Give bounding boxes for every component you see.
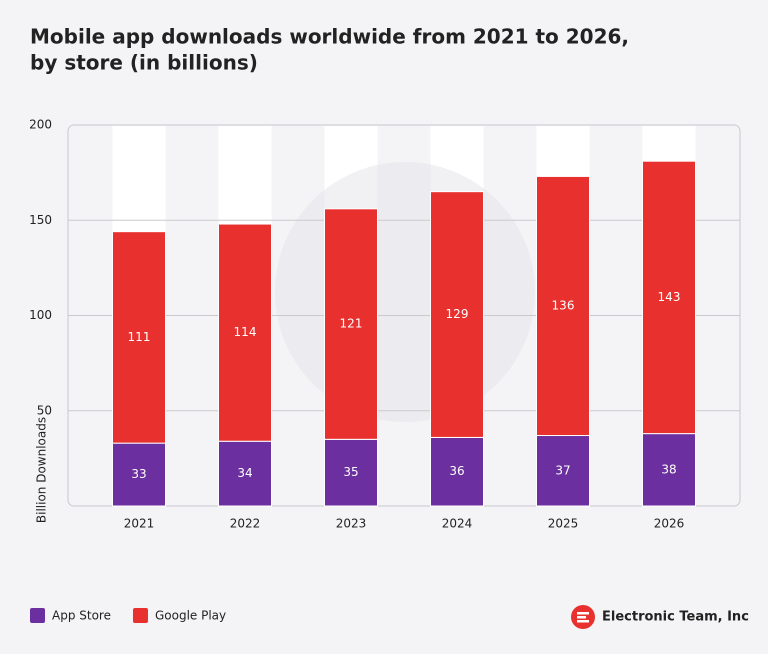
legend-swatch bbox=[132, 608, 148, 623]
value-label: 111 bbox=[128, 330, 151, 344]
bar-segment bbox=[430, 436, 484, 507]
legend-swatch bbox=[30, 608, 45, 623]
watermark bbox=[275, 162, 535, 422]
value-label: 35 bbox=[343, 465, 358, 479]
value-label: 34 bbox=[237, 466, 252, 480]
chart-title: Mobile app downloads worldwide from 2021… bbox=[30, 25, 629, 49]
x-tick-label: 2021 bbox=[124, 517, 155, 531]
bar-segment bbox=[112, 231, 166, 444]
bar-segment bbox=[218, 440, 272, 507]
brand-logo bbox=[571, 605, 595, 629]
x-tick-label: 2023 bbox=[336, 517, 367, 531]
bar-segment bbox=[642, 160, 696, 435]
brand-name: Electronic Team, Inc bbox=[602, 610, 749, 625]
value-label: 36 bbox=[449, 464, 464, 478]
value-label: 33 bbox=[131, 467, 146, 481]
logo-line bbox=[577, 612, 589, 615]
y-tick-label: 200 bbox=[29, 118, 52, 132]
legend-label: App Store bbox=[52, 609, 111, 623]
x-tick-label: 2022 bbox=[230, 517, 261, 531]
value-label: 143 bbox=[658, 290, 681, 304]
bar-segment bbox=[218, 223, 272, 442]
value-label: 38 bbox=[661, 462, 676, 476]
x-tick-label: 2025 bbox=[548, 517, 579, 531]
bar-segment bbox=[324, 208, 378, 440]
y-tick-label: 150 bbox=[29, 213, 52, 227]
logo-line bbox=[577, 616, 586, 619]
y-tick-label: 50 bbox=[37, 403, 52, 417]
value-label: 136 bbox=[552, 298, 575, 312]
value-label: 129 bbox=[446, 307, 469, 321]
value-label: 37 bbox=[555, 463, 570, 477]
y-tick-label: 100 bbox=[29, 308, 52, 322]
logo-line bbox=[577, 620, 589, 623]
bar-segment bbox=[112, 442, 166, 507]
chart-title: by store (in billions) bbox=[30, 51, 258, 75]
legend-label: Google Play bbox=[155, 609, 226, 623]
value-label: 121 bbox=[340, 317, 363, 331]
bar-segment bbox=[536, 175, 590, 437]
x-tick-label: 2024 bbox=[442, 517, 473, 531]
bar-segment bbox=[642, 433, 696, 507]
value-label: 114 bbox=[234, 325, 257, 339]
x-tick-label: 2026 bbox=[654, 517, 685, 531]
y-axis-label: Billion Downloads bbox=[35, 417, 49, 523]
bar-segment bbox=[430, 191, 484, 438]
